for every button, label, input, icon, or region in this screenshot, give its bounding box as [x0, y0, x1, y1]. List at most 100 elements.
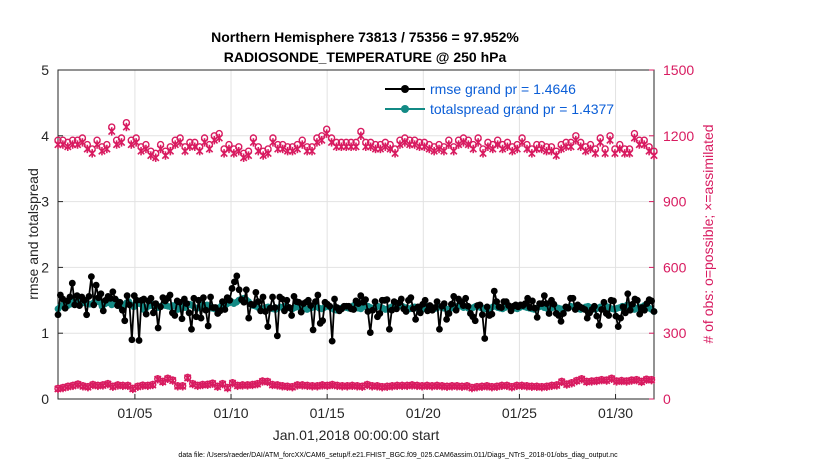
rmse-point — [245, 314, 253, 322]
assimilated-obs-marker — [153, 375, 162, 384]
assimilated-obs-marker — [445, 140, 453, 149]
rmse-point — [481, 335, 489, 342]
rmse-point — [385, 325, 393, 333]
rmse-point — [204, 322, 212, 330]
assimilated-obs-marker — [59, 140, 67, 149]
legend-rmse-label: rmse grand pr = 1.4646 — [430, 81, 576, 97]
assimilated-obs-marker — [208, 379, 217, 388]
assimilated-obs-marker — [596, 138, 605, 147]
assimilated-obs-marker — [166, 146, 175, 156]
rmse-point — [614, 323, 622, 331]
assimilated-obs-marker — [577, 375, 586, 384]
rmse-point — [85, 292, 93, 300]
rmse-point — [545, 310, 553, 317]
rmse-point — [488, 310, 496, 318]
rmse-point — [54, 311, 62, 319]
rmse-point — [226, 296, 234, 304]
assimilated-obs-marker — [288, 146, 297, 156]
rmse-point — [99, 307, 107, 315]
rmse-point — [285, 304, 293, 311]
rmse-point — [307, 302, 315, 309]
legend-spread-label: totalspread grand pr = 1.4377 — [430, 101, 614, 117]
assimilated-obs-marker — [352, 142, 360, 151]
left-tick-label: 3 — [41, 194, 49, 210]
rmse-point — [464, 302, 472, 310]
rmse-point — [362, 296, 369, 304]
rmse-point — [629, 300, 636, 308]
assimilated-obs-marker — [253, 379, 262, 389]
assimilated-obs-marker — [263, 377, 272, 387]
assimilated-obs-marker — [440, 146, 448, 156]
assimilated-obs-marker — [88, 149, 96, 158]
chart-title-line1: Northern Hemisphere 73813 / 75356 = 97.9… — [211, 29, 519, 45]
assimilated-obs-marker — [591, 149, 600, 158]
rmse-point — [366, 329, 374, 336]
assimilated-obs-marker — [358, 382, 366, 391]
rmse-point — [252, 289, 260, 296]
assimilated-obs-marker — [195, 146, 204, 156]
right-tick-label: 300 — [663, 325, 687, 341]
assimilated-obs-marker — [147, 151, 155, 160]
rmse-point — [431, 304, 439, 311]
assimilated-obs-marker — [454, 140, 463, 149]
assimilated-obs-marker — [430, 146, 438, 156]
rmse-point — [447, 300, 455, 308]
rmse-point — [185, 309, 193, 317]
assimilated-obs-marker — [572, 376, 581, 386]
assimilated-obs-marker — [78, 138, 87, 147]
rmse-point — [314, 291, 322, 299]
rmse-point — [376, 310, 384, 317]
assimilated-obs-marker — [73, 140, 82, 149]
assimilated-obs-marker — [479, 149, 487, 158]
rmse-point — [133, 296, 141, 304]
rmse-point — [600, 298, 608, 306]
assimilated-obs-marker — [213, 382, 222, 391]
rmse-point — [393, 305, 400, 313]
rmse-point — [383, 296, 391, 304]
assimilated-obs-marker — [552, 151, 561, 160]
rmse-point — [178, 315, 186, 323]
assimilated-obs-marker — [381, 142, 390, 151]
rmse-point — [641, 306, 648, 314]
rmse-point — [319, 317, 327, 325]
assimilated-obs-marker — [151, 153, 160, 162]
rmse-point — [598, 306, 605, 313]
grid — [58, 69, 654, 400]
rmse-point — [493, 298, 501, 306]
assimilated-obs-marker — [498, 144, 507, 154]
assimilated-obs-marker — [288, 382, 297, 392]
assimilated-obs-marker — [104, 379, 112, 389]
rmse-point — [619, 303, 627, 311]
rmse-point — [219, 298, 226, 306]
legend-rmse-marker — [401, 85, 409, 93]
assimilated-obs-marker — [425, 144, 434, 154]
rmse-point — [83, 311, 91, 319]
rmse-point — [610, 297, 617, 305]
rmse-point — [462, 294, 470, 302]
rmse-point — [626, 306, 634, 314]
rmse-point — [157, 303, 164, 311]
assimilated-obs-marker — [391, 149, 399, 158]
assimilated-obs-marker — [611, 149, 619, 158]
rmse-point — [297, 308, 305, 316]
assimilated-obs-marker — [308, 146, 316, 156]
rmse-point — [259, 293, 267, 301]
assimilated-obs-marker — [640, 140, 648, 149]
legend-spread-marker — [401, 105, 409, 113]
rmse-point — [200, 294, 207, 302]
rmse-point — [533, 314, 541, 321]
rmse-point — [407, 294, 415, 302]
rmse-point — [543, 300, 551, 307]
assimilated-obs-marker — [469, 144, 478, 154]
assimilated-obs-marker — [163, 374, 172, 384]
assimilated-obs-marker — [122, 122, 131, 132]
assimilated-obs-marker — [557, 377, 566, 387]
rmse-point — [595, 321, 603, 329]
assimilated-obs-marker — [518, 138, 526, 147]
right-tick-label: 900 — [663, 194, 687, 210]
rmse-point — [76, 302, 83, 309]
rmse-point — [273, 332, 281, 340]
assimilated-obs-marker — [84, 382, 92, 392]
